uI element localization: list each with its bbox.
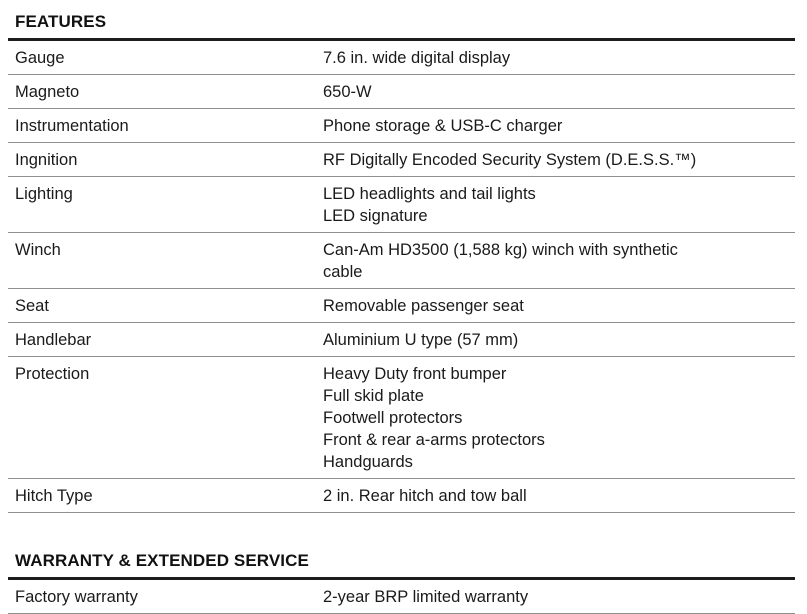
row-label: Seat	[15, 297, 49, 315]
row-value-line: 7.6 in. wide digital display	[323, 49, 511, 67]
table-row-handlebar: Handlebar Aluminium U type (57 mm)	[8, 323, 795, 357]
row-value-line: Phone storage & USB-C charger	[323, 117, 563, 135]
row-value: 7.6 in. wide digital display	[323, 47, 795, 69]
row-value-line: Can-Am HD3500 (1,588 kg) winch with synt…	[323, 241, 678, 259]
row-value: 2-year BRP limited warranty	[323, 586, 795, 608]
row-value: 650-W	[323, 81, 795, 103]
row-label: Ingnition	[15, 151, 78, 169]
row-value-line: cable	[323, 263, 363, 281]
section-rule	[8, 577, 795, 580]
row-value: LED headlights and tail lights LED signa…	[323, 183, 795, 227]
row-label: Hitch Type	[15, 487, 93, 505]
row-value: Can-Am HD3500 (1,588 kg) winch with synt…	[323, 239, 795, 283]
row-value-line: Full skid plate	[323, 387, 424, 405]
row-label: Winch	[15, 241, 61, 259]
row-value: Heavy Duty front bumper Full skid plate …	[323, 363, 795, 473]
row-value-line: LED headlights and tail lights	[323, 185, 536, 203]
section-title: FEATURES	[15, 12, 107, 31]
row-label: Lighting	[15, 185, 73, 203]
table-row-seat: Seat Removable passenger seat	[8, 289, 795, 323]
table-row-ingnition: Ingnition RF Digitally Encoded Security …	[8, 143, 795, 177]
table-row-magneto: Magneto 650-W	[8, 75, 795, 109]
table-row-hitch-type: Hitch Type 2 in. Rear hitch and tow ball	[8, 479, 795, 513]
row-value-line: 2-year BRP limited warranty	[323, 588, 529, 606]
table-row-factory-warranty: Factory warranty 2-year BRP limited warr…	[8, 580, 795, 614]
row-label: Protection	[15, 365, 90, 383]
row-value-line: Removable passenger seat	[323, 297, 524, 315]
section-warranty: WARRANTY & EXTENDED SERVICE Factory warr…	[8, 547, 795, 614]
row-value-line: Front & rear a-arms protectors	[323, 431, 545, 449]
row-value-line: RF Digitally Encoded Security System (D.…	[323, 151, 697, 169]
table-row-winch: Winch Can-Am HD3500 (1,588 kg) winch wit…	[8, 233, 795, 289]
section-title: WARRANTY & EXTENDED SERVICE	[15, 551, 309, 570]
row-value: Phone storage & USB-C charger	[323, 115, 795, 137]
table-row-lighting: Lighting LED headlights and tail lights …	[8, 177, 795, 233]
row-label: Magneto	[15, 83, 80, 101]
table-row-protection: Protection Heavy Duty front bumper Full …	[8, 357, 795, 479]
row-value: Removable passenger seat	[323, 295, 795, 317]
row-value-line: 650-W	[323, 83, 372, 101]
row-label: Handlebar	[15, 331, 92, 349]
row-value-line: Handguards	[323, 453, 413, 471]
row-value-line: 2 in. Rear hitch and tow ball	[323, 487, 527, 505]
row-value-line: Footwell protectors	[323, 409, 463, 427]
row-value-line: Aluminium U type (57 mm)	[323, 331, 519, 349]
row-value: RF Digitally Encoded Security System (D.…	[323, 149, 795, 171]
row-value: 2 in. Rear hitch and tow ball	[323, 485, 795, 507]
row-label: Factory warranty	[15, 588, 138, 606]
row-value-line: LED signature	[323, 207, 428, 225]
section-features: FEATURES Gauge 7.6 in. wide digital disp…	[8, 8, 795, 513]
row-value-line: Heavy Duty front bumper	[323, 365, 507, 383]
row-label: Instrumentation	[15, 117, 129, 135]
table-row-gauge: Gauge 7.6 in. wide digital display	[8, 41, 795, 75]
row-value: Aluminium U type (57 mm)	[323, 329, 795, 351]
row-label: Gauge	[15, 49, 65, 67]
table-row-instrumentation: Instrumentation Phone storage & USB-C ch…	[8, 109, 795, 143]
section-rule	[8, 38, 795, 41]
